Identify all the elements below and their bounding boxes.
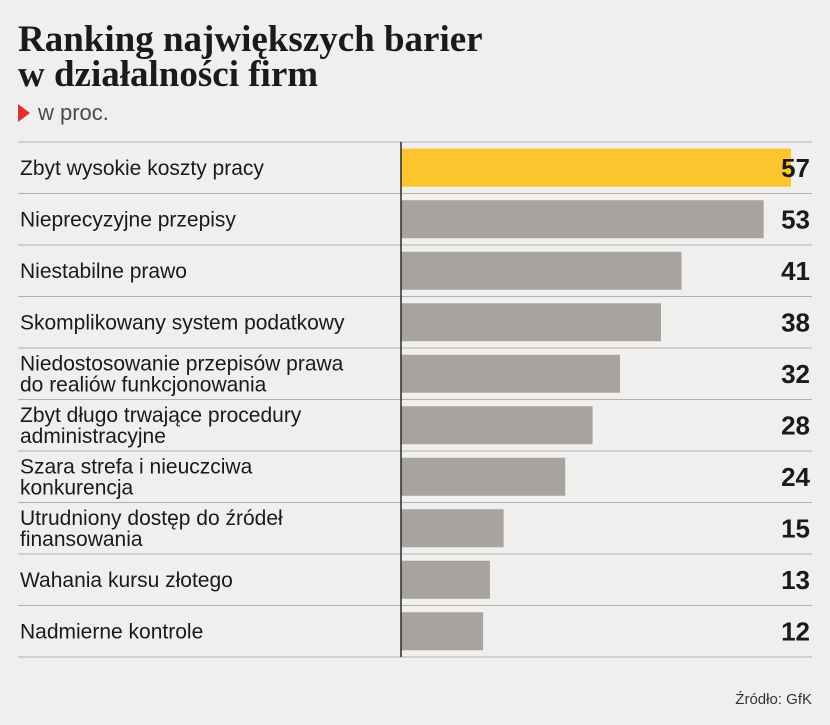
- source-note: Źródło: GfK: [735, 691, 812, 708]
- category-label: Nieprecyzyjne przepisy: [20, 208, 236, 231]
- value-label: 53: [781, 204, 810, 234]
- category-label: Nadmierne kontrole: [20, 620, 203, 643]
- category-label: Zbyt wysokie koszty pracy: [20, 157, 264, 180]
- chart-title: Ranking największych barier w działalnoś…: [18, 19, 808, 95]
- value-label: 32: [781, 359, 810, 389]
- bar: [401, 406, 593, 445]
- value-label: 15: [781, 513, 810, 543]
- value-label: 13: [781, 565, 810, 595]
- bar: [401, 612, 484, 651]
- bar: [401, 354, 620, 393]
- bar: [401, 303, 661, 342]
- category-label: Niedostosowanie przepisów prawa do realió…: [20, 352, 344, 396]
- value-label: 28: [781, 410, 810, 440]
- value-label: 57: [781, 153, 810, 183]
- category-label: Szara strefa i nieuczciwa konkurencja: [20, 455, 253, 499]
- value-label: 12: [781, 616, 810, 646]
- value-label: 38: [781, 307, 810, 337]
- value-label: 41: [781, 256, 810, 286]
- chart-title-line-1: Ranking największych barier: [18, 19, 483, 60]
- category-label: Wahania kursu złotego: [20, 569, 233, 592]
- bar: [401, 200, 764, 239]
- chart-title-line-2: w działalności firm: [18, 54, 319, 95]
- bar: [401, 560, 490, 599]
- bar: [401, 251, 682, 290]
- chart-subtitle: w proc.: [18, 100, 109, 126]
- category-label: Utrudniony dostęp do źródeł finansowania: [20, 507, 283, 551]
- category-label: Skomplikowany system podatkowy: [20, 311, 345, 334]
- red-triangle-icon: [18, 104, 30, 122]
- category-label: Niestabilne prawo: [20, 260, 187, 283]
- category-label: Zbyt długo trwające procedury administrac…: [20, 404, 302, 448]
- unit-label: w proc.: [38, 100, 109, 125]
- value-label: 24: [781, 462, 810, 492]
- bar: [401, 509, 504, 548]
- bar: [401, 148, 791, 187]
- bar: [401, 457, 566, 496]
